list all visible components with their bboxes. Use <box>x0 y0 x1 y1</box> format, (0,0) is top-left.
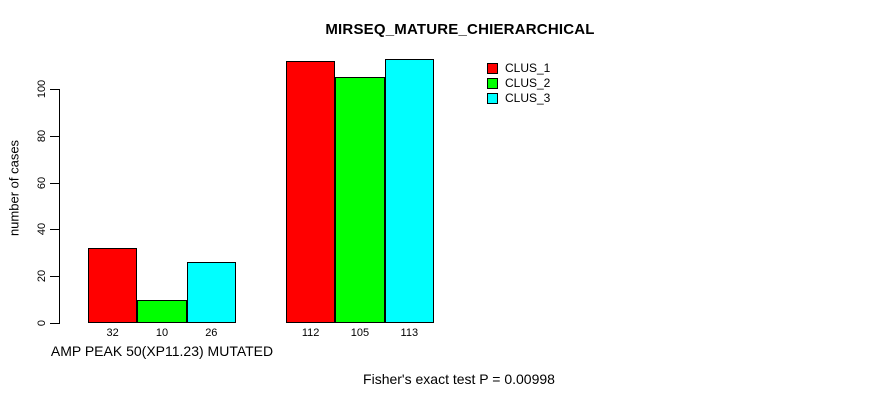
y-axis-line <box>59 89 60 324</box>
y-tick-label-text-100: 100 <box>36 79 48 99</box>
legend-item-clus_2: CLUS_2 <box>487 77 550 89</box>
bar-clus_1-group1 <box>88 248 138 323</box>
y-tick-label-text-20: 20 <box>36 270 48 283</box>
y-tick-mark-20 <box>50 276 59 278</box>
legend-label-clus_2: CLUS_2 <box>505 76 551 90</box>
y-tick-label-text-0: 0 <box>36 319 48 327</box>
y-tick-mark-60 <box>50 182 59 184</box>
fisher-test-annotation: Fisher's exact test P = 0.00998 <box>363 371 555 387</box>
bar-value-clus_1-group2: 112 <box>301 327 320 339</box>
x-group-label: AMP PEAK 50(XP11.23) MUTATED <box>50 343 274 359</box>
y-tick-mark-100 <box>50 89 59 90</box>
legend-swatch-clus_2 <box>487 77 498 89</box>
y-tick-label-text-80: 80 <box>36 129 48 142</box>
y-tick-label-text-40: 40 <box>36 223 48 236</box>
bar-clus_3-group1 <box>186 262 236 323</box>
legend-label-clus_3: CLUS_3 <box>505 91 551 105</box>
bar-clus_3-group2 <box>384 58 434 323</box>
legend-swatch-clus_1 <box>487 62 498 74</box>
bar-value-clus_2-group2: 105 <box>350 327 370 339</box>
legend-swatch-clus_3 <box>487 92 498 104</box>
legend-label-clus_1: CLUS_1 <box>505 61 551 75</box>
legend-item-clus_3: CLUS_3 <box>487 92 550 104</box>
y-tick-mark-0 <box>50 323 59 324</box>
legend-item-clus_1: CLUS_1 <box>487 62 550 74</box>
y-tick-label-text-60: 60 <box>36 176 48 189</box>
bar-value-clus_1-group1: 32 <box>106 327 119 339</box>
bar-value-clus_2-group1: 10 <box>155 327 169 339</box>
bar-clus_2-group1 <box>137 299 187 323</box>
chart-title: MIRSEQ_MATURE_CHIERARCHICAL <box>325 21 595 38</box>
y-tick-mark-40 <box>50 229 59 231</box>
bar-value-clus_3-group1: 26 <box>205 327 218 339</box>
bar-value-clus_3-group2: 113 <box>400 327 419 339</box>
bar-clus_1-group2 <box>286 60 336 323</box>
bar-clus_2-group2 <box>335 77 385 323</box>
y-tick-mark-80 <box>50 135 59 137</box>
